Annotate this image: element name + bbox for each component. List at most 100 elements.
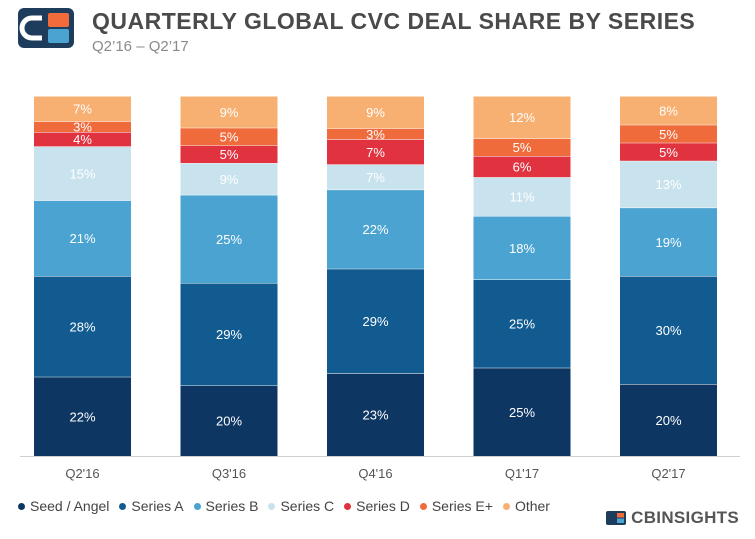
data-label: 12%: [509, 110, 535, 125]
legend-item: Other: [502, 498, 550, 514]
data-label: 5%: [220, 147, 239, 162]
data-label: 9%: [220, 172, 239, 187]
data-label: 3%: [366, 127, 385, 142]
legend-label: Seed / Angel: [30, 498, 110, 514]
legend-item: Seed / Angel: [18, 498, 109, 514]
x-tick-label: Q1'17: [505, 466, 539, 481]
legend-item: Series B: [193, 498, 259, 514]
bar-segment-series-e--4: [620, 124, 717, 143]
chart-legend: Seed / Angel Series A Series B Series C Seri…: [18, 498, 560, 514]
data-label: 29%: [362, 314, 388, 329]
bar-segment-series-d-0: [34, 132, 131, 147]
data-label: 21%: [69, 231, 95, 246]
data-label: 13%: [655, 177, 681, 192]
data-label: 9%: [366, 105, 385, 120]
bar-segment-seed-angel-1: [180, 385, 278, 456]
bar-segment-series-c-2: [327, 164, 424, 190]
data-label: 30%: [655, 323, 681, 338]
bar-segment-other-3: [473, 96, 571, 139]
bar-segment-series-b-3: [473, 216, 571, 280]
bar-segment-series-a-1: [180, 283, 278, 386]
data-label: 23%: [362, 408, 388, 423]
data-label: 3%: [73, 120, 92, 135]
legend-item: Series D: [344, 498, 410, 514]
data-label: 29%: [216, 327, 242, 342]
bar-segment-series-d-1: [180, 145, 278, 164]
bar-segment-other-2: [327, 96, 424, 129]
data-label: 25%: [509, 317, 535, 332]
bar-segment-series-e--0: [34, 121, 131, 132]
bar-segment-series-c-3: [473, 177, 571, 216]
legend-label: Series A: [131, 498, 184, 514]
bar-segment-seed-angel-0: [34, 376, 131, 456]
bar-segment-series-e--2: [327, 128, 424, 140]
bar-segment-series-c-4: [620, 160, 717, 208]
data-label: 6%: [513, 160, 532, 175]
data-label: 19%: [655, 235, 681, 250]
bar-segment-series-a-4: [620, 276, 717, 384]
bar-segment-series-b-2: [327, 189, 424, 269]
legend-swatch: [119, 502, 127, 510]
legend-swatch: [344, 502, 352, 510]
x-tick-label: Q2'17: [651, 466, 685, 481]
legend-swatch: [193, 502, 201, 510]
x-tick-label: Q4'16: [358, 466, 392, 481]
bar-segment-series-c-1: [180, 163, 278, 195]
data-label: 20%: [216, 414, 242, 429]
bar-segment-series-d-3: [473, 156, 571, 178]
data-label: 8%: [659, 103, 678, 118]
bar-segment-series-d-4: [620, 142, 717, 161]
x-tick-label: Q3'16: [212, 466, 246, 481]
bar-segment-series-d-2: [327, 139, 424, 165]
bar-segment-other-4: [620, 96, 717, 125]
x-tick-label: Q2'16: [65, 466, 99, 481]
legend-label: Series D: [356, 498, 410, 514]
bar-segment-seed-angel-3: [473, 367, 571, 456]
chart-subtitle: Q2’16 – Q2’17: [92, 38, 189, 55]
bar-segment-series-a-2: [327, 268, 424, 374]
bar-segment-series-b-0: [34, 200, 131, 276]
data-label: 9%: [220, 105, 239, 120]
legend-item: Series A: [119, 498, 184, 514]
legend-swatch: [419, 502, 427, 510]
data-label: 25%: [216, 232, 242, 247]
chart-title: QUARTERLY GLOBAL CVC DEAL SHARE BY SERIE…: [92, 8, 696, 34]
data-label: 15%: [69, 166, 95, 181]
bar-segment-series-b-4: [620, 207, 717, 276]
bar-segment-series-c-0: [34, 146, 131, 201]
bar-segment-other-1: [180, 96, 278, 128]
legend-item: Series C: [268, 498, 334, 514]
legend-swatch: [18, 502, 25, 510]
legend-label: Series B: [205, 498, 259, 514]
data-label: 20%: [655, 413, 681, 428]
bar-segment-seed-angel-4: [620, 384, 717, 456]
bar-segment-series-b-1: [180, 194, 278, 284]
data-label: 28%: [69, 319, 95, 334]
legend-item: Series E+: [419, 498, 493, 514]
data-label: 5%: [659, 145, 678, 160]
bar-segment-seed-angel-2: [327, 373, 424, 456]
bar-segment-series-e--3: [473, 138, 571, 156]
legend-label: Series E+: [431, 498, 493, 514]
legend-swatch: [502, 502, 510, 510]
data-label: 22%: [69, 409, 95, 424]
data-label: 5%: [659, 127, 678, 142]
data-label: 7%: [366, 145, 385, 160]
legend-label: Series C: [280, 498, 335, 514]
legend-label: Other: [514, 498, 550, 514]
data-label: 5%: [513, 140, 532, 155]
data-label: 5%: [220, 130, 239, 145]
bar-segment-series-a-0: [34, 276, 131, 377]
data-label: 25%: [509, 405, 535, 420]
data-label: 4%: [73, 132, 92, 147]
cb-insights-logo: [18, 8, 74, 48]
brand-name: CBINSIGHTS: [631, 508, 739, 527]
data-label: 22%: [362, 222, 388, 237]
bar-segment-series-e--1: [180, 127, 278, 146]
bar-segment-series-a-3: [473, 279, 571, 368]
brand-icon: [606, 511, 627, 525]
bar-segment-other-0: [34, 96, 131, 122]
brand-mark: CBINSIGHTS: [606, 508, 739, 528]
data-label: 7%: [73, 102, 92, 117]
